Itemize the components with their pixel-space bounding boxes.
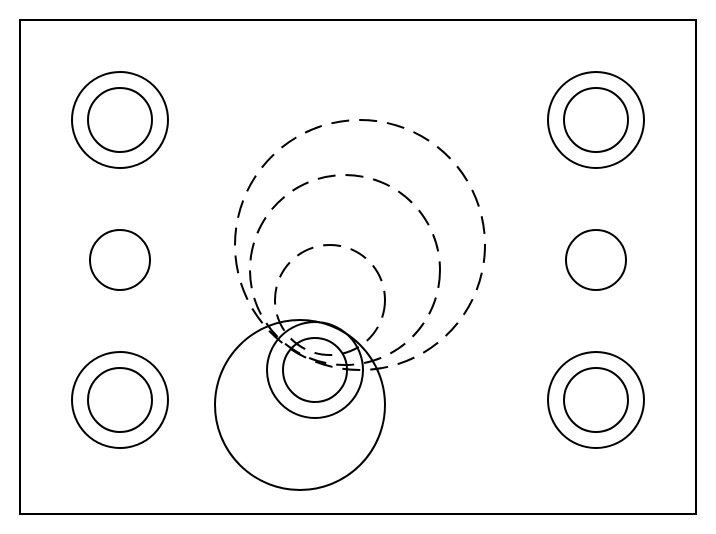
dashed-circle-dash-small — [275, 245, 385, 355]
ring-outer-bottom-left — [72, 352, 168, 448]
ring-outer-top-right — [548, 72, 644, 168]
dashed-circle-dash-medium — [250, 175, 440, 365]
ring-inner-bottom-right — [564, 368, 628, 432]
ring-outer-bottom-right — [548, 352, 644, 448]
small-circle-mid-left — [90, 230, 150, 290]
ring-inner-bottom-left — [88, 368, 152, 432]
ring-inner-top-left — [88, 88, 152, 152]
diagram-canvas — [0, 0, 716, 534]
small-circle-mid-right — [566, 230, 626, 290]
ring-outer-top-left — [72, 72, 168, 168]
solid-circle-inner-ring-inner — [283, 338, 347, 402]
ring-inner-top-right — [564, 88, 628, 152]
outer-frame — [20, 20, 696, 514]
